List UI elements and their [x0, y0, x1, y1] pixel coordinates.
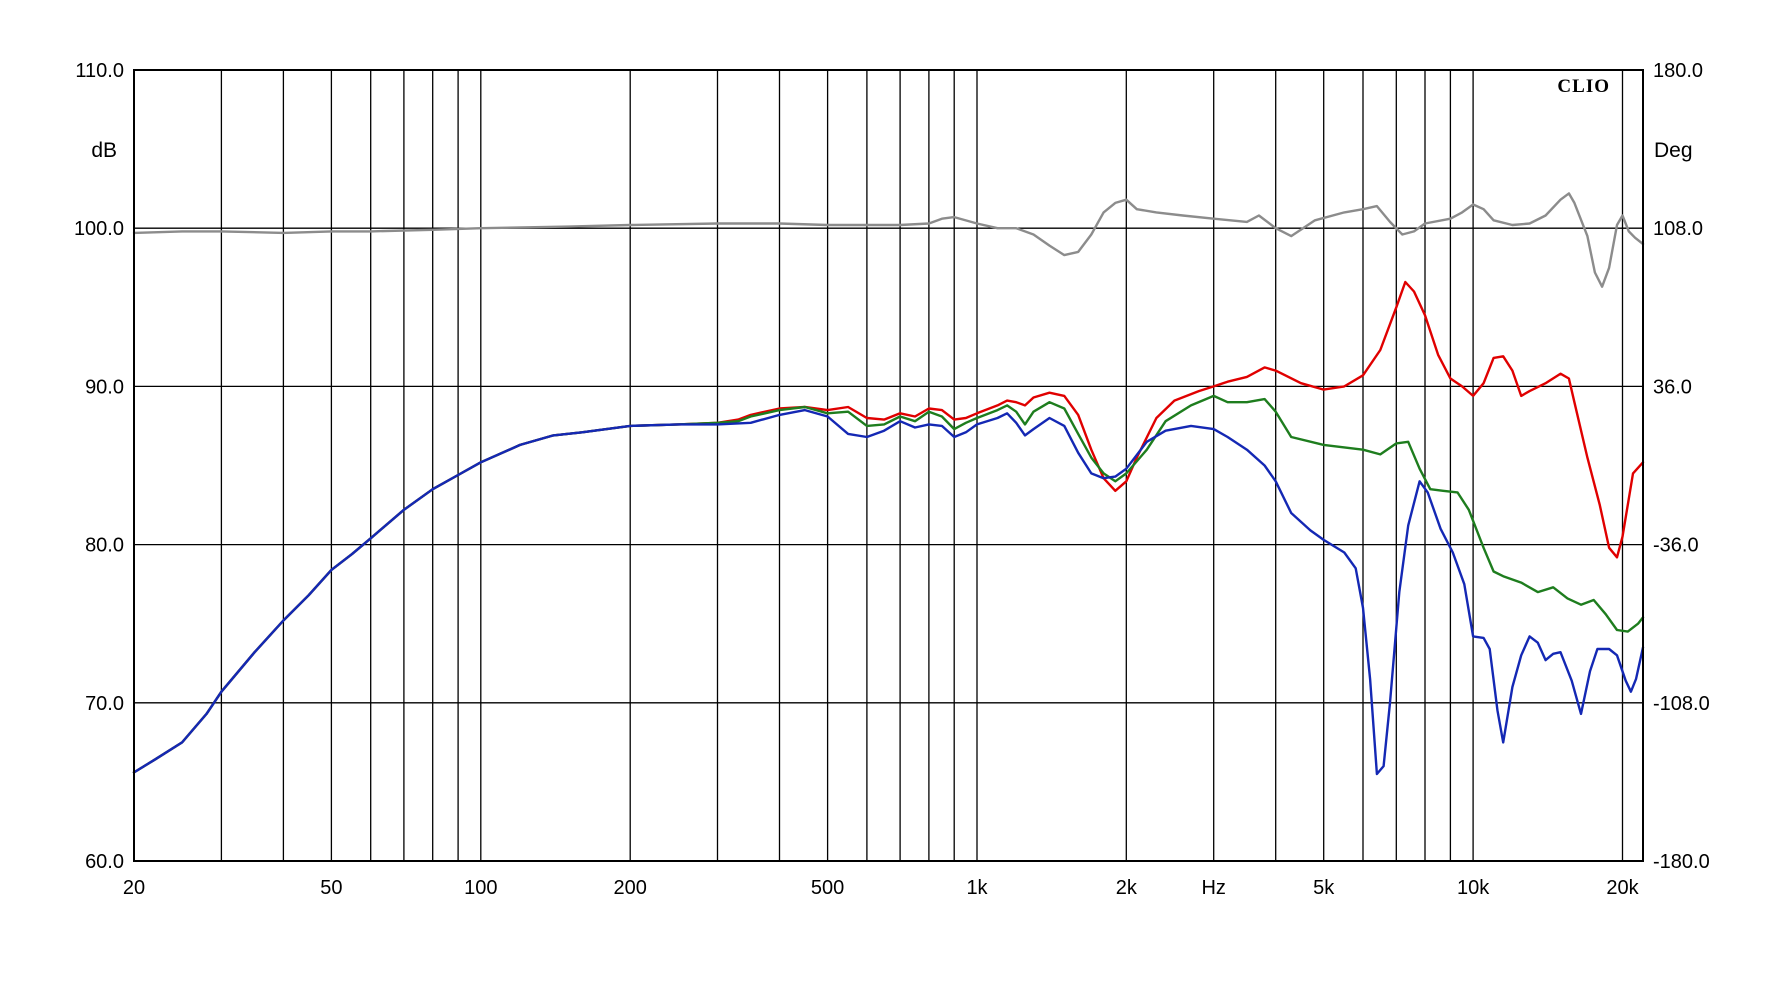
x-tick-label: 10k	[1457, 877, 1490, 899]
x-tick-label: 2k	[1116, 877, 1138, 899]
y-right-tick-label: -36.0	[1653, 535, 1699, 557]
y-right-tick-label: 180.0	[1653, 60, 1703, 82]
y-left-tick-label: 80.0	[85, 535, 124, 557]
response-curve-2	[132, 280, 1645, 774]
clio-brand-logo: CLIO	[1557, 76, 1610, 97]
x-tick-label: 1k	[966, 877, 988, 899]
y-left-tick-label: 110.0	[75, 60, 124, 82]
response-curve-1	[132, 192, 1645, 288]
axis-labels: 20 50 100 200 500 1k 2k Hz 5k 10k 20k 110.0 100.0 90.…	[74, 60, 1710, 899]
left-axis-unit: dB	[91, 139, 117, 162]
x-tick-label: Hz	[1201, 877, 1225, 899]
y-left-tick-label: 90.0	[85, 376, 124, 398]
response-curve-3	[132, 394, 1645, 774]
x-tick-label: 50	[320, 877, 342, 899]
y-right-tick-label: -108.0	[1653, 693, 1710, 715]
x-tick-label: 5k	[1313, 877, 1335, 899]
y-right-tick-label: -180.0	[1653, 851, 1710, 873]
x-tick-label: 20k	[1606, 877, 1639, 899]
y-left-tick-label: 60.0	[85, 851, 124, 873]
y-right-tick-label: 108.0	[1653, 218, 1703, 240]
x-tick-label: 500	[811, 877, 844, 899]
plot-area	[132, 192, 1645, 776]
x-tick-label: 200	[614, 877, 647, 899]
y-left-tick-label: 70.0	[85, 693, 124, 715]
plot-frame	[133, 69, 1644, 862]
response-curve-4	[132, 408, 1645, 776]
y-left-tick-label: 100.0	[74, 218, 124, 240]
grid-lines	[134, 69, 1643, 862]
x-tick-label: 20	[123, 877, 145, 899]
y-right-tick-label: 36.0	[1653, 376, 1692, 398]
right-axis-unit: Deg	[1654, 139, 1693, 162]
x-tick-label: 100	[464, 877, 497, 899]
